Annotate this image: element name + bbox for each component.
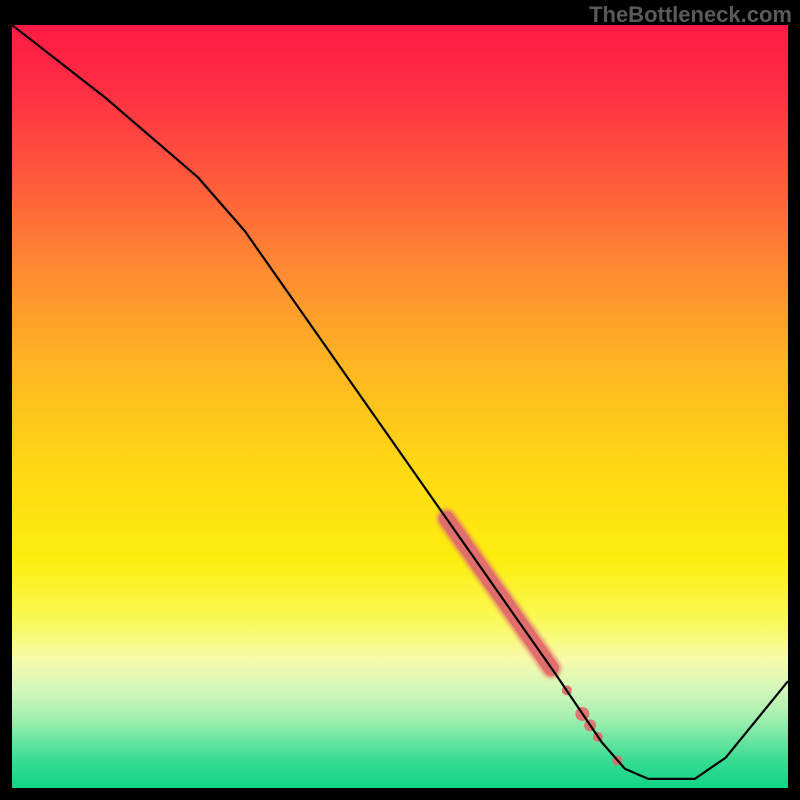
- gradient-background: [12, 25, 788, 788]
- watermark-text: TheBottleneck.com: [589, 2, 792, 28]
- chart-frame: TheBottleneck.com: [0, 0, 800, 800]
- chart-canvas: [12, 25, 788, 788]
- plot-area: [12, 25, 788, 788]
